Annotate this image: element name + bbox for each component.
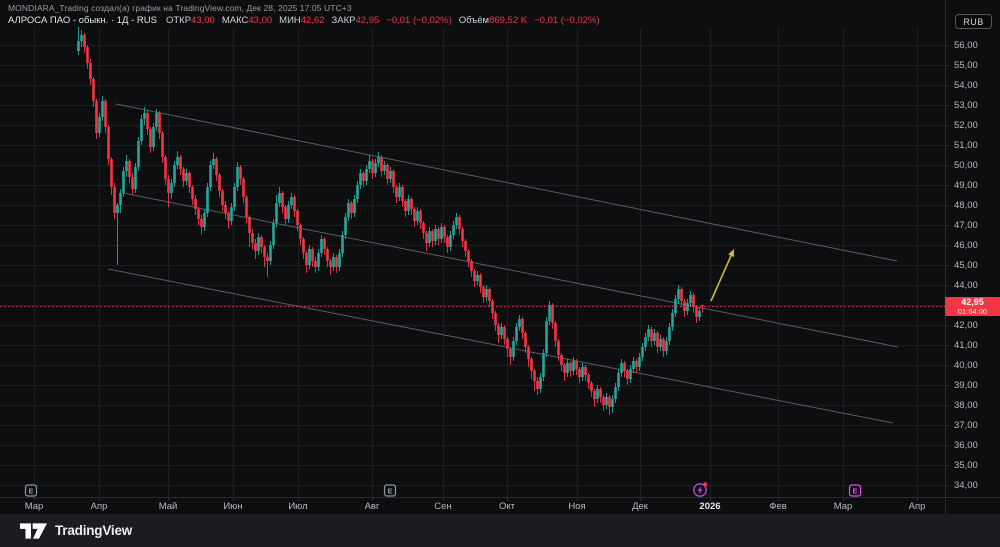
svg-text:52,00: 52,00 [954,120,978,131]
svg-text:48,00: 48,00 [954,200,978,211]
chart-panel: E E E 56,00 55,00 54,00 53,00 52,00 51,00 50,00 49… [0,0,1000,514]
svg-text:45,00: 45,00 [954,260,978,271]
earnings-icon[interactable]: E [383,484,397,497]
svg-text:37,00: 37,00 [954,420,978,431]
svg-text:53,00: 53,00 [954,100,978,111]
svg-text:Авг: Авг [365,501,380,512]
legend-change: −0,01 (−0,02%) [386,15,452,26]
svg-text:Фев: Фев [769,501,787,512]
legend-close: ЗАКР42,95 [331,15,380,26]
svg-text:Июл: Июл [288,501,307,512]
footer-bar: TradingView [0,514,1000,547]
svg-text:55,00: 55,00 [954,60,978,71]
svg-text:35,00: 35,00 [954,460,978,471]
svg-text:39,00: 39,00 [954,380,978,391]
svg-text:E: E [28,487,33,496]
svg-text:Май: Май [159,501,178,512]
svg-text:2026: 2026 [699,501,720,512]
legend-volume: Объём869,52 K [458,15,528,26]
symbol-legend: АЛРОСА ПАО - обыкн. · 1Д - RUS ОТКР43,00… [8,15,600,26]
svg-text:E: E [387,487,392,496]
svg-text:47,00: 47,00 [954,220,978,231]
svg-text:41,00: 41,00 [954,340,978,351]
currency-toggle-button[interactable]: RUB [955,14,992,29]
svg-text:Ноя: Ноя [568,501,585,512]
last-price-label: 42,95 01:54:00 [945,297,1000,316]
trend-arrow-annotation[interactable] [710,249,735,302]
legend-volume-change: −0,01 (−0,02%) [534,15,600,26]
legend-open: ОТКР43,00 [165,15,215,26]
legend-low: МИН42,62 [279,15,325,26]
svg-text:44,00: 44,00 [954,280,978,291]
svg-text:Июн: Июн [223,501,242,512]
svg-text:42,00: 42,00 [954,320,978,331]
svg-text:34,00: 34,00 [954,480,978,491]
svg-text:Окт: Окт [499,501,516,512]
svg-text:Сен: Сен [434,501,451,512]
candles-series [77,27,704,415]
tradingview-logo-text: TradingView [55,523,133,538]
svg-text:Апр: Апр [91,501,108,512]
legend-high: МАКС43,00 [221,15,273,26]
svg-text:51,00: 51,00 [954,140,978,151]
time-scale[interactable]: Мар Апр Май Июн Июл Авг Сен Окт Ноя Дек 2026 Фев Мар… [25,497,926,512]
tradingview-logo-icon [20,522,47,539]
earnings-icon[interactable]: E [24,484,38,497]
earnings-icon[interactable]: E [848,484,862,497]
tradingview-logo[interactable]: TradingView [20,522,133,539]
svg-text:36,00: 36,00 [954,440,978,451]
trend-channel-lines[interactable] [107,103,899,424]
svg-text:Мар: Мар [25,501,44,512]
svg-text:Дек: Дек [632,501,649,512]
bar-countdown-timer: 01:54:00 [957,306,988,316]
svg-text:50,00: 50,00 [954,160,978,171]
flash-event-icon[interactable] [693,482,708,497]
price-chart[interactable]: E E E 56,00 55,00 54,00 53,00 52,00 51,00 50,00 49… [0,0,1000,514]
symbol-title[interactable]: АЛРОСА ПАО - обыкн. · 1Д - RUS [8,15,157,26]
svg-text:Мар: Мар [834,501,853,512]
svg-text:38,00: 38,00 [954,400,978,411]
svg-text:46,00: 46,00 [954,240,978,251]
svg-text:56,00: 56,00 [954,40,978,51]
svg-text:49,00: 49,00 [954,180,978,191]
price-scale[interactable]: 56,00 55,00 54,00 53,00 52,00 51,00 50,00 49,00… [945,40,978,491]
last-price-value: 42,95 [961,296,984,307]
svg-text:40,00: 40,00 [954,360,978,371]
svg-text:Апр: Апр [909,501,926,512]
svg-text:E: E [852,487,857,496]
svg-text:54,00: 54,00 [954,80,978,91]
attribution-text: MONDIARA_Trading создал(а) график на Tra… [8,3,352,13]
